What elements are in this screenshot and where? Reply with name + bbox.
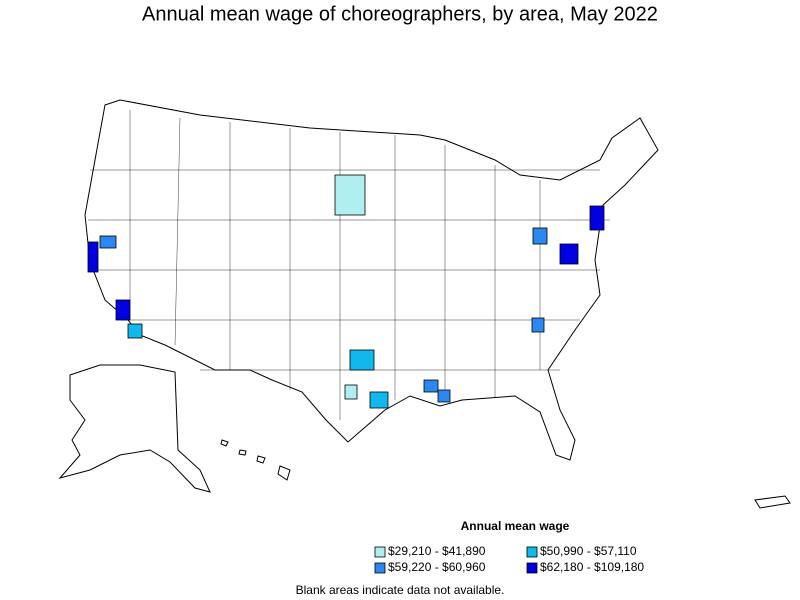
region-washington	[559, 243, 579, 265]
legend: $29,210 - $41,890 $50,990 - $57,110 $59,22…	[374, 544, 644, 574]
legend-label: $50,990 - $57,110	[540, 544, 637, 558]
region-atlanta	[531, 317, 545, 333]
region-austin	[344, 384, 358, 400]
legend-swatch	[374, 546, 386, 558]
legend-swatch	[526, 562, 538, 574]
region-pittsburgh	[532, 227, 548, 245]
legend-swatch	[526, 546, 538, 558]
map	[58, 99, 791, 509]
region-san-diego	[127, 323, 143, 339]
region-los-angeles	[115, 299, 131, 321]
region-new-york	[589, 205, 605, 231]
legend-swatch	[374, 562, 386, 574]
region-houston	[369, 391, 389, 409]
hawaii	[220, 439, 291, 481]
note: Blank areas indicate data not available.	[296, 583, 505, 597]
region-dallas	[349, 349, 375, 371]
legend-label: $29,210 - $41,890	[388, 544, 486, 558]
region-sacramento	[99, 235, 117, 249]
region-baton-rouge	[423, 379, 439, 393]
region-sioux-falls	[334, 174, 366, 216]
alaska	[58, 364, 211, 493]
legend-title: Annual mean wage	[461, 519, 570, 533]
legend-label: $62,180 - $109,180	[540, 560, 644, 574]
legend-label: $59,220 - $60,960	[388, 560, 486, 574]
area-borders	[88, 110, 610, 420]
region-new-orleans	[437, 389, 451, 403]
puerto-rico	[754, 495, 791, 509]
title: Annual mean wage of choreographers, by a…	[142, 3, 658, 25]
region-san-francisco	[87, 241, 99, 273]
